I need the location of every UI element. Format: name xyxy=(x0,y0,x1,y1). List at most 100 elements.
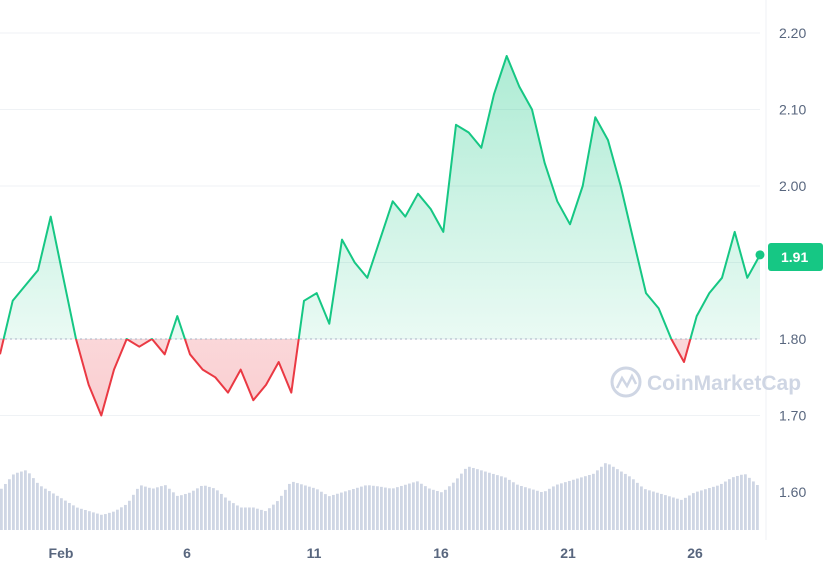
volume-bar xyxy=(540,491,543,530)
volume-bar xyxy=(4,483,7,530)
volume-bar xyxy=(684,497,687,530)
volume-bar xyxy=(72,505,75,530)
volume-bar xyxy=(136,488,139,530)
volume-bar xyxy=(588,475,591,530)
volume-bar xyxy=(320,491,323,530)
volume-bar xyxy=(752,481,755,530)
y-tick-label: 2.20 xyxy=(779,25,806,41)
volume-bar xyxy=(676,498,679,530)
volume-bar xyxy=(88,511,91,530)
volume-bar xyxy=(432,489,435,530)
volume-bar xyxy=(172,492,175,530)
volume-bar xyxy=(392,488,395,530)
volume-bar xyxy=(400,485,403,530)
volume-bar xyxy=(456,478,459,530)
volume-bar xyxy=(412,482,415,530)
volume-bar xyxy=(436,491,439,530)
volume-bar xyxy=(52,493,55,530)
volume-bar xyxy=(204,485,207,530)
volume-bar xyxy=(240,507,243,530)
volume-bar xyxy=(388,488,391,530)
y-tick-label: 2.10 xyxy=(779,102,806,118)
volume-bar xyxy=(536,490,539,530)
volume-bar xyxy=(504,477,507,530)
volume-bar xyxy=(644,489,647,530)
volume-bar xyxy=(552,486,555,530)
volume-bar xyxy=(592,473,595,530)
volume-bar xyxy=(740,474,743,530)
volume-bar xyxy=(444,489,447,530)
volume-bar xyxy=(160,486,163,530)
volume-bar xyxy=(152,488,155,530)
volume-bar xyxy=(496,475,499,530)
volume-bar xyxy=(576,478,579,530)
price-line-up xyxy=(2,55,760,339)
volume-bar xyxy=(716,485,719,530)
volume-bar xyxy=(216,490,219,530)
area-fill-above-baseline xyxy=(0,56,760,339)
volume-bar xyxy=(364,485,367,530)
volume-bar xyxy=(692,493,695,530)
volume-bar xyxy=(352,488,355,530)
volume-bar xyxy=(300,484,303,530)
x-tick-label: 26 xyxy=(687,545,703,561)
volume-bar xyxy=(228,500,231,530)
volume-bar xyxy=(696,491,699,530)
volume-bar xyxy=(464,468,467,530)
volume-bar xyxy=(488,472,491,530)
volume-bar xyxy=(712,486,715,530)
volume-bar xyxy=(604,463,607,530)
volume-bar xyxy=(64,500,67,530)
volume-bar xyxy=(396,487,399,530)
volume-bar xyxy=(500,476,503,530)
volume-bar xyxy=(148,487,151,530)
volume-bar xyxy=(472,467,475,530)
volume-bar xyxy=(292,481,295,530)
volume-bar xyxy=(736,475,739,530)
volume-bar xyxy=(16,472,19,530)
volume-bar xyxy=(128,500,131,530)
volume-bar xyxy=(440,492,443,530)
volume-bar xyxy=(640,486,643,530)
volume-bar xyxy=(708,488,711,530)
volume-bar xyxy=(116,509,119,530)
volume-bar xyxy=(68,502,71,530)
volume-bar xyxy=(212,488,215,530)
volume-bar xyxy=(188,492,191,530)
volume-bar xyxy=(12,474,15,530)
volume-bar xyxy=(328,496,331,530)
volume-bar xyxy=(324,494,327,530)
volume-bar xyxy=(272,504,275,530)
volume-bar xyxy=(596,470,599,530)
volume-bar xyxy=(184,493,187,530)
volume-bar xyxy=(244,507,247,530)
volume-bar xyxy=(76,507,79,530)
volume-bar xyxy=(340,492,343,530)
volume-bar xyxy=(632,479,635,530)
volume-bar xyxy=(664,495,667,530)
volume-bar xyxy=(360,486,363,530)
volume-bar xyxy=(724,481,727,530)
volume-bar xyxy=(508,479,511,530)
volume-bar xyxy=(580,477,583,530)
volume-bar xyxy=(60,498,63,530)
volume-bar xyxy=(124,504,127,530)
volume-bar xyxy=(608,464,611,530)
volume-bar xyxy=(144,486,147,530)
volume-bar xyxy=(356,487,359,530)
y-tick-label: 1.80 xyxy=(779,331,806,347)
volume-bar xyxy=(524,487,527,530)
volume-bar xyxy=(704,489,707,530)
volume-bar xyxy=(220,493,223,530)
volume-bar xyxy=(404,484,407,530)
volume-bar xyxy=(380,486,383,530)
volume-bar xyxy=(0,488,3,530)
volume-bar xyxy=(280,495,283,530)
area-fill-below-baseline xyxy=(0,339,760,416)
volume-bar xyxy=(332,494,335,530)
volume-bar xyxy=(56,495,59,530)
volume-bar xyxy=(420,483,423,530)
volume-bar xyxy=(92,512,95,530)
x-tick-label: 16 xyxy=(433,545,449,561)
volume-bar xyxy=(108,512,111,530)
